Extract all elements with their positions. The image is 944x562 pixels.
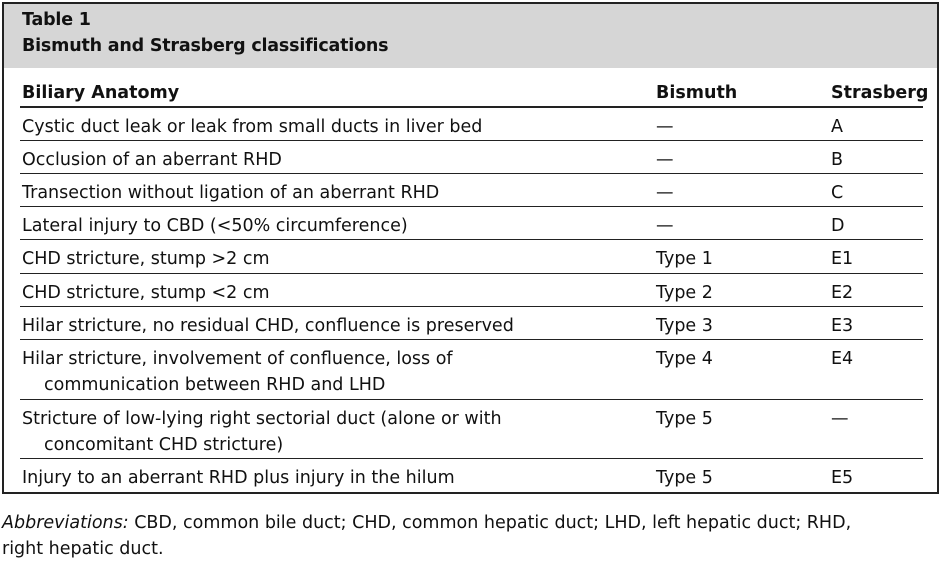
cell-anatomy-continued: concomitant CHD stricture) — [44, 435, 284, 455]
cell-strasberg: C — [831, 183, 844, 203]
cell-anatomy: Lateral injury to CBD (<50% circumferenc… — [22, 216, 408, 236]
cell-anatomy: CHD stricture, stump <2 cm — [22, 283, 270, 303]
footnote: Abbreviations: CBD, common bile duct; CH… — [2, 510, 944, 562]
table-title-band: Table 1 Bismuth and Strasberg classifica… — [4, 4, 937, 68]
cell-bismuth: Type 1 — [656, 249, 713, 269]
row-divider — [20, 399, 923, 400]
cell-strasberg: B — [831, 150, 844, 170]
cell-strasberg: E4 — [831, 349, 854, 369]
footnote-text: CBD, common bile duct; CHD, common hepat… — [128, 513, 852, 533]
row-divider — [20, 273, 923, 274]
column-header-strasberg: Strasberg — [831, 83, 929, 103]
table-title: Bismuth and Strasberg classifications — [22, 36, 389, 56]
footnote-label: Abbreviations: — [2, 513, 129, 533]
cell-strasberg: D — [831, 216, 845, 236]
row-divider — [20, 173, 923, 174]
cell-anatomy: Stricture of low-lying right sectorial d… — [22, 409, 502, 429]
cell-anatomy: Occlusion of an aberrant RHD — [22, 150, 282, 170]
header-rule — [20, 106, 923, 108]
cell-bismuth: Type 3 — [656, 316, 713, 336]
cell-anatomy: Injury to an aberrant RHD plus injury in… — [22, 468, 455, 488]
column-header-anatomy: Biliary Anatomy — [22, 83, 180, 103]
cell-anatomy: Transection without ligation of an aberr… — [22, 183, 440, 203]
cell-anatomy: CHD stricture, stump >2 cm — [22, 249, 270, 269]
row-divider — [20, 339, 923, 340]
cell-anatomy: Cystic duct leak or leak from small duct… — [22, 117, 483, 137]
cell-bismuth: Type 5 — [656, 468, 713, 488]
cell-anatomy: Hilar stricture, no residual CHD, conflu… — [22, 316, 514, 336]
cell-strasberg: E1 — [831, 249, 854, 269]
column-header-bismuth: Bismuth — [656, 83, 738, 103]
row-divider — [20, 458, 923, 459]
cell-anatomy: Hilar stricture, involvement of confluen… — [22, 349, 453, 369]
footnote-text-continued: right hepatic duct. — [2, 539, 164, 559]
cell-bismuth: — — [656, 150, 674, 170]
cell-bismuth: Type 2 — [656, 283, 713, 303]
cell-strasberg: E2 — [831, 283, 854, 303]
cell-strasberg: A — [831, 117, 843, 137]
classification-table: Table 1 Bismuth and Strasberg classifica… — [2, 2, 939, 494]
cell-bismuth: — — [656, 117, 674, 137]
cell-strasberg: E5 — [831, 468, 854, 488]
cell-strasberg: — — [831, 409, 849, 429]
table-label: Table 1 — [22, 10, 91, 30]
row-divider — [20, 206, 923, 207]
cell-bismuth: — — [656, 183, 674, 203]
cell-bismuth: Type 5 — [656, 409, 713, 429]
row-divider — [20, 140, 923, 141]
cell-bismuth: — — [656, 216, 674, 236]
cell-bismuth: Type 4 — [656, 349, 713, 369]
row-divider — [20, 306, 923, 307]
cell-strasberg: E3 — [831, 316, 854, 336]
cell-anatomy-continued: communication between RHD and LHD — [44, 375, 386, 395]
row-divider — [20, 239, 923, 240]
